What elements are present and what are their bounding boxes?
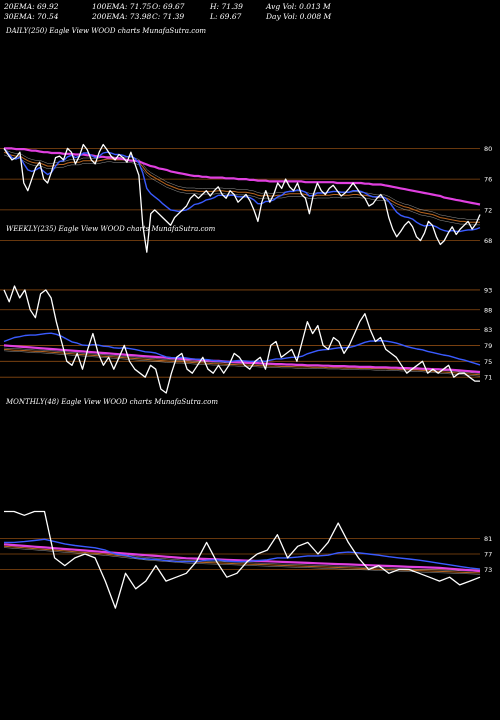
- series-price: [4, 510, 481, 609]
- y-tick-label: 76: [484, 176, 492, 184]
- stat-open: O: 69.67: [152, 2, 185, 11]
- y-tick-label: 71: [484, 374, 492, 382]
- series-ema-magenta: [4, 147, 481, 206]
- series-price: [3, 143, 481, 253]
- y-tick-label: 80: [484, 145, 492, 153]
- series-price: [3, 285, 480, 394]
- stats-row-1: 20EMA: 69.92 100EMA: 71.75 O: 69.67 H: 7…: [4, 2, 331, 12]
- stats-row-2: 30EMA: 70.54 200EMA: 73.98 C: 71.39 L: 6…: [4, 12, 331, 22]
- y-tick-label: 68: [484, 237, 492, 245]
- y-tick-label: 83: [484, 326, 492, 334]
- panel-0: 80 76 72 68: [0, 143, 492, 253]
- stat-100ema: 100EMA: 71.75: [92, 2, 152, 11]
- panel-1: 93 88 83 79 75 71: [0, 285, 492, 394]
- y-tick-label: 93: [484, 286, 492, 294]
- weekly-panel-label: WEEKLY(235) Eagle View WOOD charts Munaf…: [6, 225, 216, 233]
- series-ema-orange: [3, 151, 480, 223]
- y-tick-label: 88: [484, 306, 492, 314]
- daily-panel-label: DAILY(250) Eagle View WOOD charts Munafa…: [6, 27, 207, 35]
- series-ema-thin: [3, 350, 481, 377]
- y-tick-label: 81: [484, 535, 492, 543]
- stat-200ema: 200EMA: 73.98: [92, 12, 152, 21]
- stats-header: 20EMA: 69.92 100EMA: 71.75 O: 69.67 H: 7…: [4, 2, 331, 22]
- y-tick-label: 77: [484, 551, 492, 559]
- series-ema-thin: [3, 154, 480, 226]
- stat-avg-vol: Avg Vol: 0.013 M: [266, 2, 331, 11]
- stat-30ema: 30EMA: 70.54: [4, 12, 59, 21]
- stat-20ema: 20EMA: 69.92: [4, 2, 59, 11]
- series-ema-blue: [3, 147, 481, 233]
- series-ema-thin: [3, 547, 481, 575]
- series-ema-thin: [3, 149, 480, 220]
- series-ema-magenta: [3, 543, 481, 573]
- stat-high: H: 71.39: [210, 2, 243, 11]
- y-tick-label: 72: [484, 206, 492, 214]
- stat-day-vol: Day Vol: 0.008 M: [266, 12, 332, 21]
- panel-2: 81 77 73: [0, 510, 492, 609]
- series-ema-blue: [4, 538, 481, 570]
- y-tick-label: 75: [484, 358, 492, 366]
- monthly-panel-label: MONTHLY(48) Eagle View WOOD charts Munaf…: [6, 398, 218, 406]
- y-tick-label: 73: [484, 566, 492, 574]
- stat-low: L: 69.67: [210, 12, 242, 21]
- series-ema-orange: [3, 348, 481, 376]
- stat-close: C: 71.39: [152, 12, 185, 21]
- y-tick-label: 79: [484, 342, 492, 350]
